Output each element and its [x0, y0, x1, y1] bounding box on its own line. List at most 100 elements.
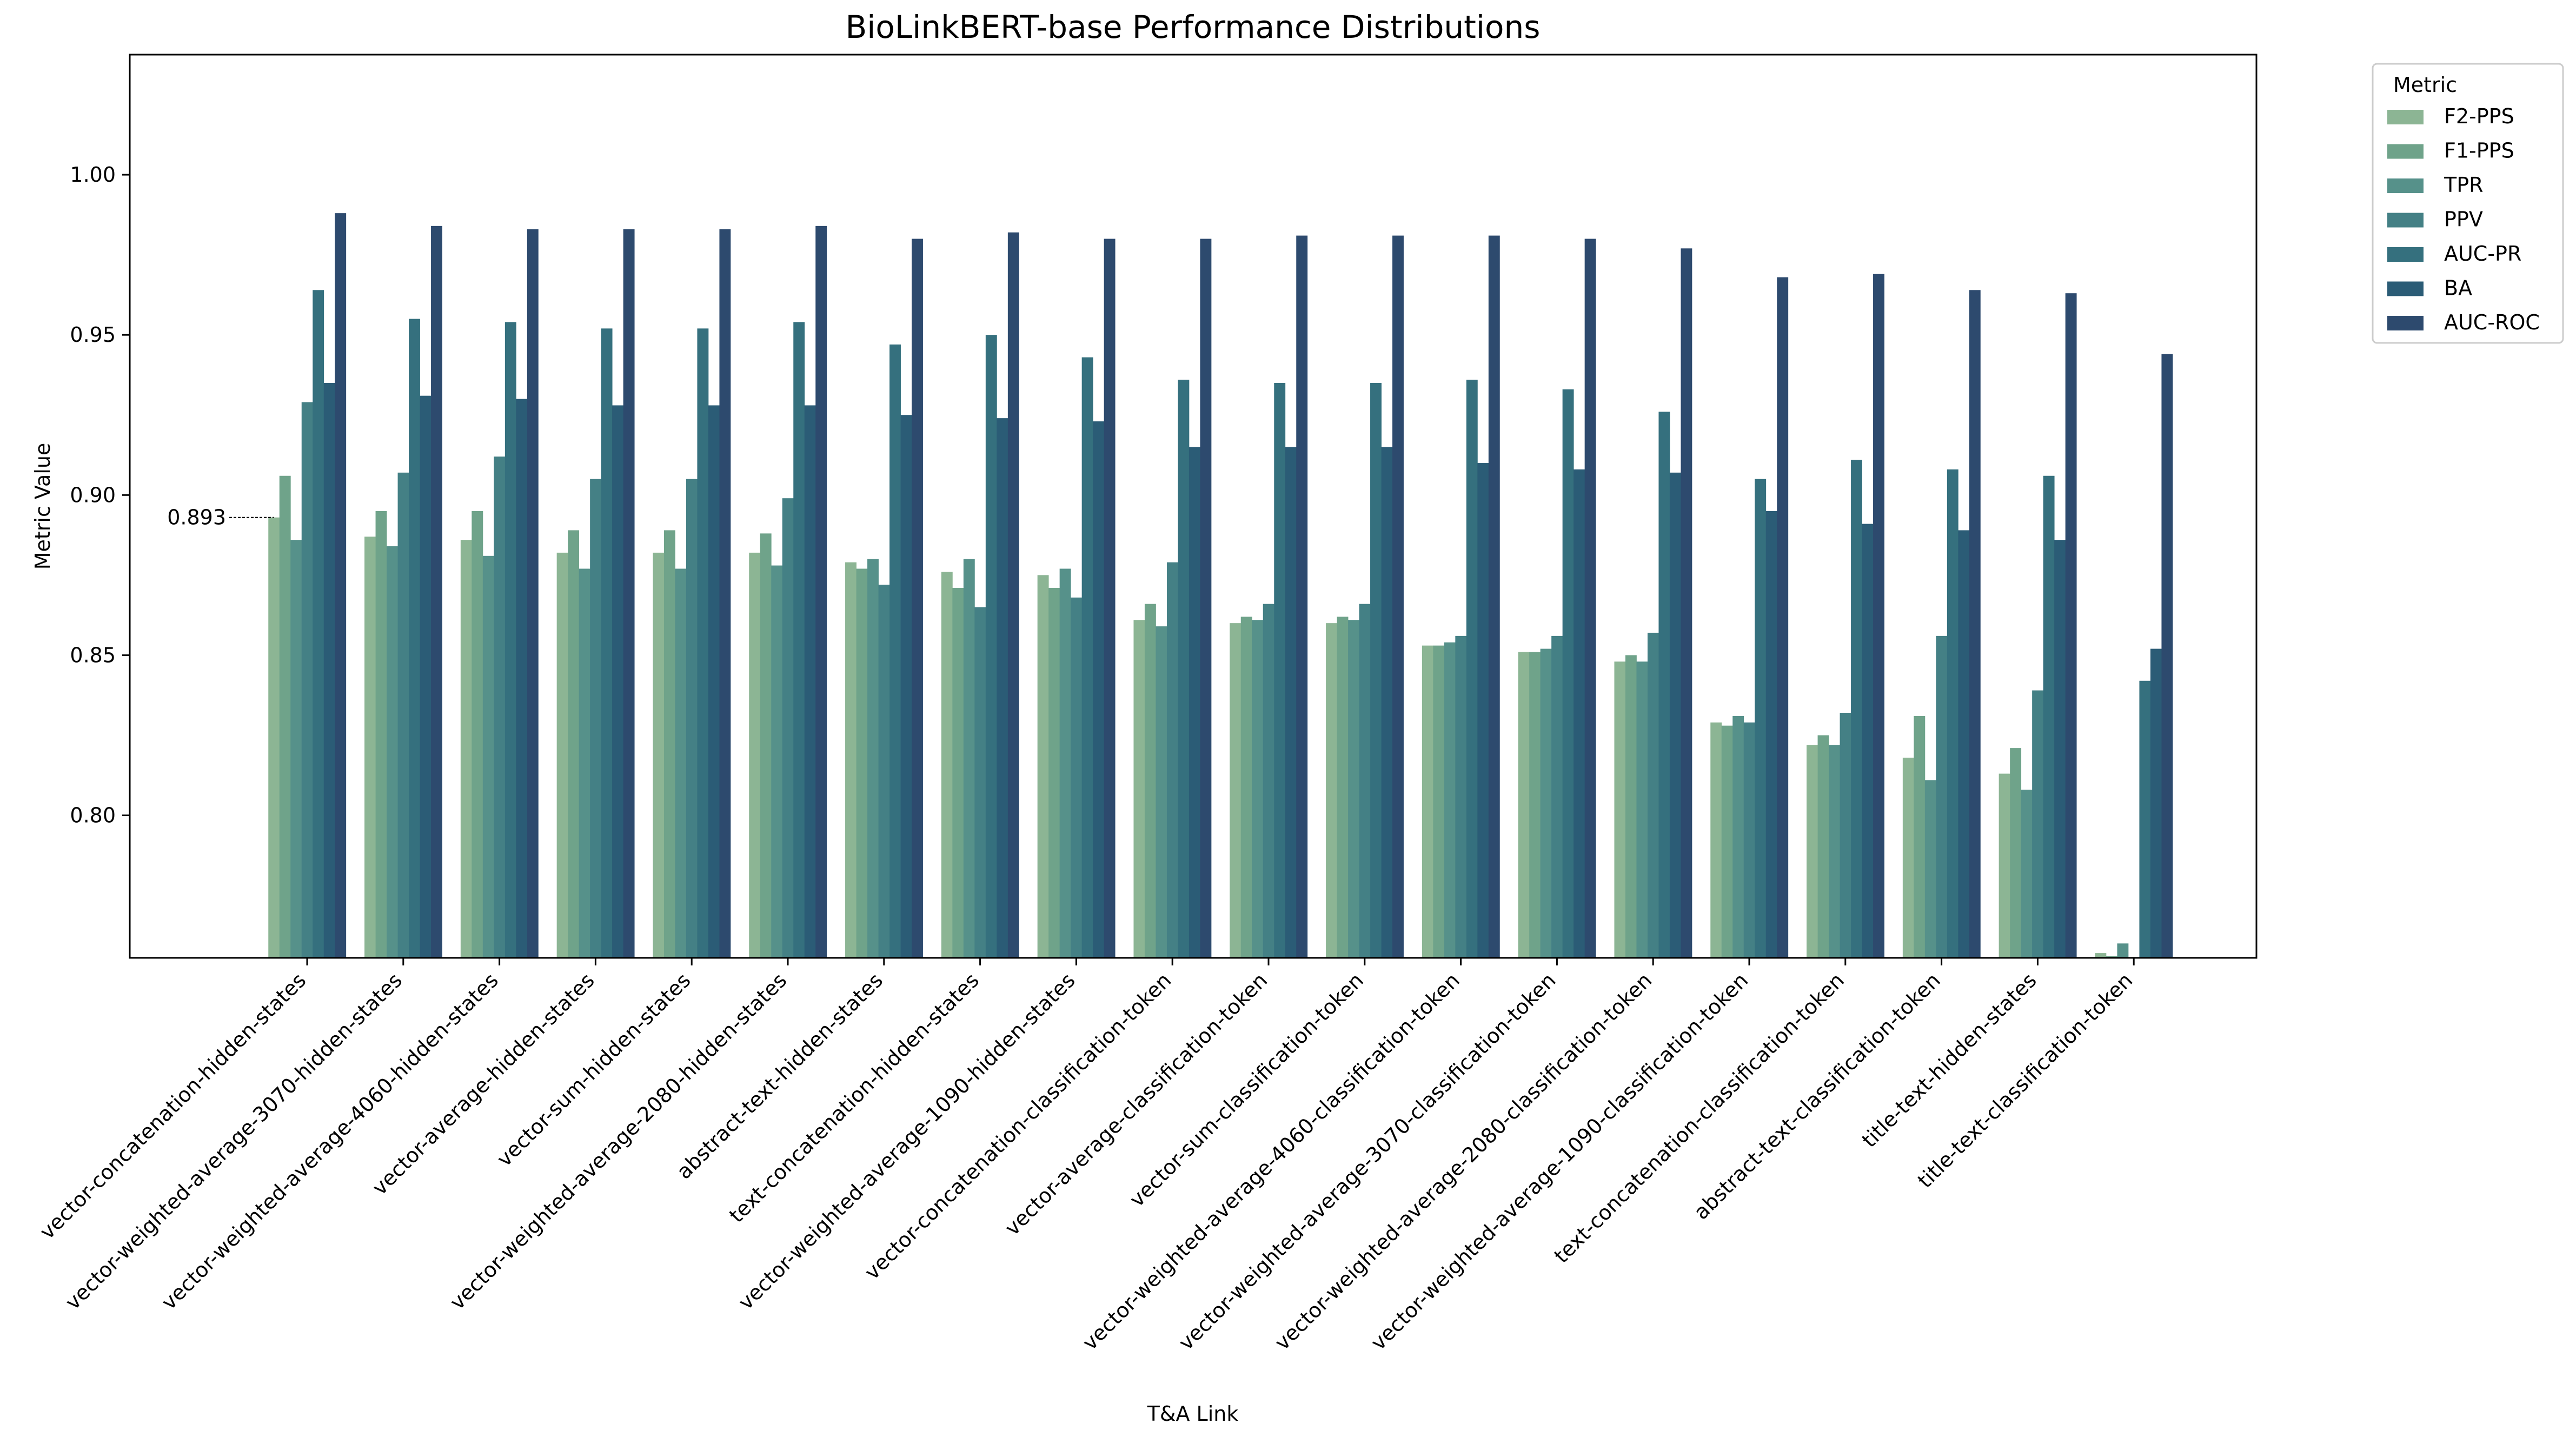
bar-ba-0 [323, 383, 335, 958]
bar-ppv-17 [1936, 636, 1948, 958]
bar-tpr-6 [867, 559, 879, 958]
bar-auc-pr-17 [1947, 469, 1958, 958]
bar-tpr-12 [1444, 642, 1456, 958]
bar-auc-pr-9 [1178, 380, 1190, 958]
bar-f2-pps-15 [1710, 722, 1722, 958]
bar-ba-18 [2054, 540, 2066, 958]
bar-auc-roc-5 [815, 226, 827, 958]
bar-f2-pps-18 [1999, 773, 2010, 958]
bar-auc-pr-7 [985, 335, 997, 958]
bar-ba-7 [997, 418, 1008, 958]
bar-auc-roc-16 [1873, 274, 1884, 958]
legend-label-f2-pps: F2-PPS [2444, 104, 2514, 128]
bar-ba-17 [1958, 530, 1970, 958]
bar-auc-roc-3 [623, 229, 635, 958]
bar-ba-13 [1574, 469, 1585, 958]
bar-ppv-4 [686, 479, 698, 958]
bar-f2-pps-8 [1037, 575, 1049, 958]
bar-auc-roc-1 [431, 226, 442, 958]
bar-ppv-13 [1551, 636, 1563, 958]
y-tick-label-2: 0.90 [70, 483, 116, 507]
bar-tpr-17 [1924, 780, 1936, 958]
bar-f2-pps-16 [1807, 745, 1818, 958]
bar-ba-3 [612, 405, 624, 958]
bar-ba-9 [1189, 447, 1200, 958]
bar-auc-roc-13 [1584, 239, 1596, 958]
bar-f1-pps-15 [1721, 725, 1733, 958]
bar-auc-pr-13 [1562, 389, 1574, 958]
bar-auc-roc-15 [1777, 277, 1789, 958]
legend-label-ppv: PPV [2444, 208, 2483, 231]
bar-ppv-0 [301, 402, 313, 958]
x-axis-label: T&A Link [1147, 1402, 1239, 1426]
bar-f1-pps-1 [375, 511, 387, 958]
bar-ppv-6 [878, 585, 890, 958]
legend-label-tpr: TPR [2444, 173, 2484, 197]
y-tick-label-4: 1.00 [70, 163, 116, 187]
bar-ba-4 [708, 405, 720, 958]
bar-f2-pps-2 [460, 540, 472, 958]
bar-tpr-19 [2117, 943, 2129, 958]
bar-tpr-3 [579, 568, 590, 958]
bar-tpr-8 [1059, 568, 1071, 958]
bar-tpr-2 [482, 555, 494, 958]
bar-ba-10 [1285, 447, 1297, 958]
bar-auc-roc-18 [2065, 293, 2077, 958]
bar-ba-16 [1862, 524, 1874, 958]
bar-f2-pps-13 [1518, 652, 1530, 958]
bar-f2-pps-12 [1422, 645, 1433, 958]
bar-f2-pps-7 [941, 572, 953, 958]
bar-ppv-16 [1840, 712, 1851, 958]
bar-f1-pps-6 [856, 568, 868, 958]
bar-tpr-5 [771, 565, 783, 958]
bar-tpr-7 [963, 559, 975, 958]
legend-title: Metric [2393, 73, 2457, 97]
bar-f2-pps-11 [1326, 623, 1337, 958]
bar-f2-pps-17 [1902, 757, 1914, 958]
bars-group [268, 213, 2173, 958]
bar-f2-pps-4 [653, 552, 665, 958]
bar-f1-pps-16 [1817, 735, 1829, 958]
bar-f1-pps-9 [1144, 604, 1156, 958]
bar-auc-pr-4 [697, 328, 709, 958]
bar-ba-11 [1381, 447, 1393, 958]
legend-swatch-f2-pps [2387, 110, 2424, 124]
legend-label-f1-pps: F1-PPS [2444, 139, 2514, 163]
bar-ba-19 [2150, 648, 2162, 958]
bar-auc-pr-3 [601, 328, 613, 958]
bar-ba-8 [1093, 421, 1105, 958]
bar-f1-pps-3 [568, 530, 580, 958]
bar-auc-roc-2 [527, 229, 539, 958]
annotation: 0.893 [167, 506, 274, 529]
bar-auc-pr-0 [313, 290, 324, 958]
bar-tpr-18 [2021, 790, 2033, 958]
bar-auc-pr-10 [1274, 383, 1286, 958]
bar-auc-pr-16 [1851, 460, 1862, 958]
chart-title: BioLinkBERT-base Performance Distributio… [846, 9, 1541, 45]
bar-auc-pr-15 [1755, 479, 1767, 958]
bar-auc-roc-6 [912, 239, 923, 958]
bar-auc-pr-19 [2139, 680, 2151, 958]
y-axis: 0.80 0.85 0.90 0.95 1.00 [70, 163, 130, 827]
bar-auc-pr-6 [889, 344, 901, 958]
bar-auc-pr-14 [1658, 412, 1670, 958]
bar-ppv-12 [1455, 636, 1467, 958]
legend-swatch-ba [2387, 281, 2424, 296]
bar-f2-pps-3 [556, 552, 568, 958]
bar-f2-pps-10 [1230, 623, 1241, 958]
bar-ppv-15 [1743, 722, 1755, 958]
y-axis-label: Metric Value [31, 443, 55, 570]
legend-frame [2372, 63, 2564, 344]
bar-f1-pps-2 [472, 511, 483, 958]
bar-ba-12 [1477, 463, 1489, 958]
bar-tpr-11 [1348, 620, 1359, 958]
bar-f1-pps-17 [1914, 716, 1926, 958]
legend-swatch-auc-roc [2387, 316, 2424, 330]
bar-auc-roc-0 [335, 213, 347, 958]
bar-tpr-13 [1540, 648, 1552, 958]
bar-f2-pps-5 [749, 552, 761, 958]
bar-ppv-3 [590, 479, 602, 958]
bar-f1-pps-13 [1529, 652, 1541, 958]
bar-ppv-9 [1166, 562, 1178, 958]
